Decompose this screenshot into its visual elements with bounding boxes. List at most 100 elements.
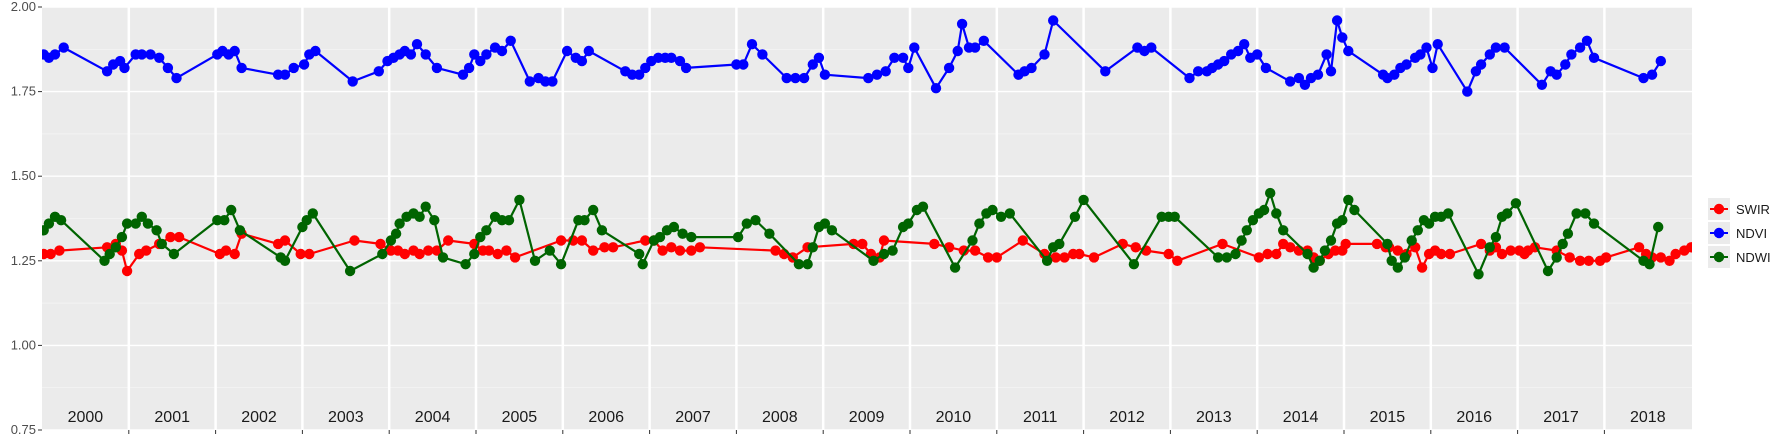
swir-point	[165, 231, 176, 243]
ndvi-point	[738, 59, 749, 70]
swir-point	[45, 248, 56, 260]
ndwi-point	[596, 225, 608, 236]
ndwi-point	[1241, 225, 1253, 236]
ndvi-point	[1655, 55, 1667, 67]
ndwi-point	[1490, 231, 1502, 243]
ndvi-point	[411, 39, 423, 50]
swir-point	[1416, 262, 1428, 273]
series-ndvi	[42, 15, 1667, 97]
ndwi-point	[1562, 228, 1574, 239]
swir-point	[1172, 255, 1183, 266]
ndwi-point	[1265, 187, 1276, 199]
ndwi-point	[1078, 194, 1089, 206]
ndvi-point	[1566, 49, 1577, 60]
swir-point	[929, 238, 940, 250]
year-label: 2014	[1283, 409, 1319, 426]
ndwi-point	[377, 248, 388, 260]
ndvi-point	[930, 83, 942, 94]
swir-point	[969, 245, 981, 256]
ndvi-point	[666, 52, 677, 63]
swir-point	[1371, 238, 1383, 250]
y-tick-label: 1.25	[11, 253, 36, 268]
ndvi-point	[1343, 45, 1354, 57]
ndvi-point	[781, 72, 792, 84]
ndvi-point	[298, 59, 310, 70]
swir-point	[588, 245, 599, 256]
ndwi-point	[1473, 269, 1484, 280]
ndwi-point	[1551, 252, 1562, 263]
ndwi-point	[475, 231, 486, 243]
ndwi-point	[226, 204, 237, 216]
ndwi-point	[1221, 252, 1233, 263]
ndwi-point	[732, 231, 744, 243]
swir-point	[54, 245, 65, 256]
ndvi-point	[49, 49, 61, 60]
ndvi-point	[1432, 39, 1443, 50]
ndvi-point	[469, 49, 480, 60]
swir-point	[1444, 248, 1456, 260]
ndvi-point	[1260, 62, 1272, 74]
ndvi-point	[171, 72, 182, 84]
swir-point	[1496, 248, 1508, 260]
ndwi-point	[887, 245, 898, 256]
ndwi-point	[1557, 238, 1568, 250]
swir-point	[1505, 245, 1516, 256]
ndwi-point	[168, 248, 180, 260]
ndvi-point	[978, 35, 989, 46]
ndvi-point	[457, 69, 469, 80]
ndwi-point	[686, 231, 697, 243]
ndvi-point	[813, 52, 825, 63]
swir-point	[399, 248, 410, 260]
ndvi-point	[1299, 79, 1311, 91]
legend-marker-ndvi	[1713, 227, 1725, 239]
ndwi-point	[437, 252, 449, 263]
ndvi-point	[1239, 39, 1250, 50]
swir-point	[220, 245, 232, 256]
ndvi-point	[903, 62, 914, 74]
ndvi-point	[583, 45, 594, 57]
y-tick-label: 1.75	[11, 84, 36, 99]
ndvi-point	[481, 49, 492, 60]
y-tick-label: 1.00	[11, 337, 36, 352]
ndwi-point	[1484, 242, 1496, 253]
ndwi-point	[802, 259, 813, 270]
series-layer	[42, 15, 1705, 280]
swir-point	[1285, 242, 1296, 253]
swir-point	[770, 245, 781, 256]
ndwi-point	[555, 259, 567, 270]
ndvi-point	[746, 39, 758, 50]
ndwi-point	[414, 211, 425, 222]
swir-point	[607, 242, 619, 253]
swir-point	[1059, 252, 1070, 263]
ndvi-point	[1331, 15, 1343, 26]
year-label: 2015	[1370, 409, 1406, 426]
swir-point	[1574, 255, 1586, 266]
ndvi-point	[1401, 59, 1412, 70]
ndvi-point	[798, 72, 810, 84]
ndwi-point	[1406, 235, 1417, 246]
ndvi-point	[1252, 49, 1263, 60]
ndwi-point	[116, 231, 128, 243]
year-label: 2011	[1023, 409, 1058, 426]
ndvi-point	[1499, 42, 1510, 53]
ndwi-point	[1580, 208, 1591, 219]
swir-point	[1564, 252, 1575, 263]
ndvi-point	[1321, 49, 1332, 60]
ndvi-point	[1421, 42, 1432, 53]
ndwi-point	[1230, 248, 1241, 260]
ndwi-point	[1382, 238, 1393, 250]
ndwi-point	[878, 248, 890, 260]
ndwi-point	[995, 211, 1007, 222]
ndwi-point	[460, 259, 471, 270]
legend-item-ndwi: NDWI	[1708, 246, 1771, 268]
ndvi-point	[1193, 66, 1204, 77]
ndvi-point	[1536, 79, 1548, 91]
swir-point	[1695, 242, 1705, 252]
ndvi-point	[1646, 69, 1658, 80]
swir-point	[1583, 255, 1595, 266]
ndwi-point	[156, 238, 167, 250]
ndvi-point	[288, 62, 299, 74]
ndvi-point	[889, 52, 900, 63]
ndwi-point	[967, 235, 978, 246]
